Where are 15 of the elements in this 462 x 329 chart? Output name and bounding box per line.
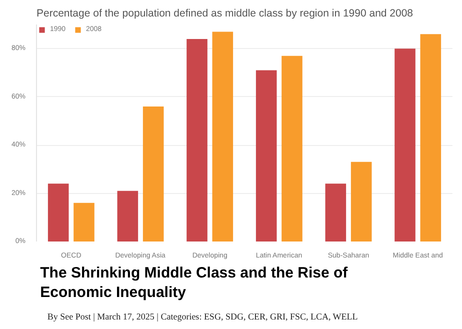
bar (186, 38, 208, 242)
text: By See Post | March 17, 2025 | Categories: ESG, SDG, CER, GRI, FSC, LCA, WELL (47, 312, 358, 322)
chart-title: Percentage of the population defined as middle class by region in 1990 and 2008 (36, 8, 414, 20)
bar (325, 184, 346, 242)
bar (350, 162, 372, 242)
bar (117, 190, 138, 242)
bar (256, 70, 277, 242)
bar (420, 34, 442, 242)
text: The Shrinking Middle Class and the Rise of Economic Inequality (40, 264, 349, 302)
bar (74, 202, 94, 242)
bar (282, 56, 302, 242)
bar (48, 184, 69, 242)
bar (394, 48, 416, 242)
bar (142, 106, 164, 242)
bar (212, 32, 234, 242)
